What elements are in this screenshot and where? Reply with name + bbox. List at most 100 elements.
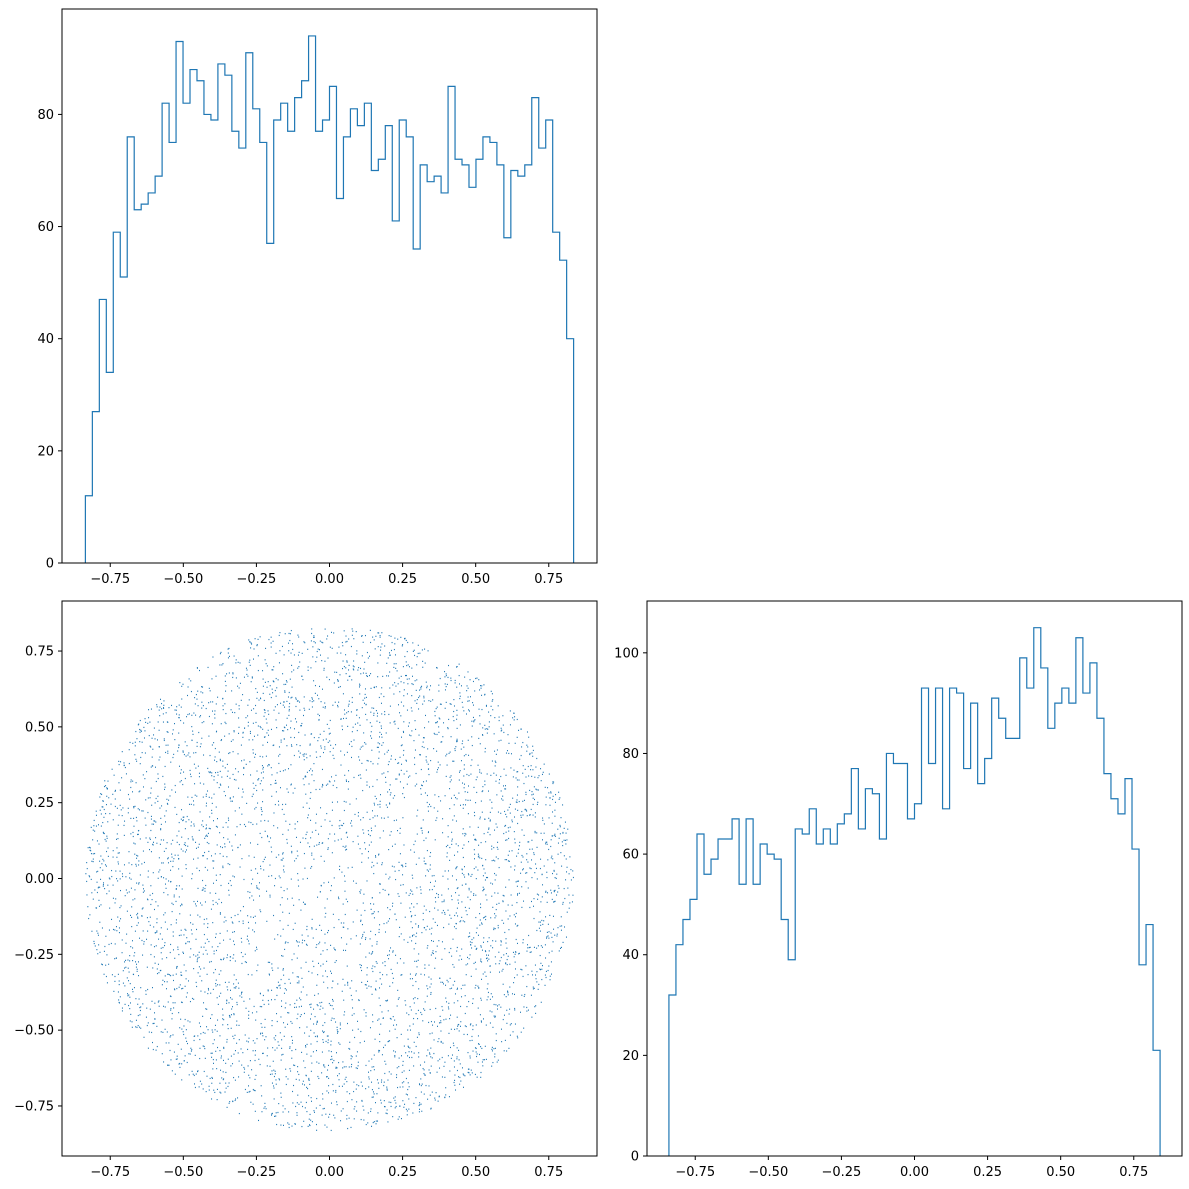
scatter-point bbox=[242, 922, 244, 925]
scatter-point bbox=[329, 740, 331, 742]
scatter-point bbox=[508, 806, 510, 808]
scatter-point bbox=[329, 751, 331, 753]
scatter-point bbox=[138, 864, 140, 866]
scatter-point bbox=[469, 932, 471, 934]
scatter-point bbox=[424, 648, 426, 650]
scatter-point bbox=[529, 951, 531, 954]
scatter-point bbox=[254, 950, 256, 952]
scatter-point bbox=[372, 912, 374, 915]
scatter-point bbox=[565, 858, 567, 860]
scatter-point bbox=[193, 800, 194, 802]
scatter-point bbox=[529, 752, 531, 755]
scatter-point bbox=[267, 835, 268, 837]
scatter-point bbox=[337, 680, 339, 682]
scatter-point bbox=[132, 791, 134, 793]
scatter-point bbox=[332, 704, 334, 706]
scatter-point bbox=[144, 778, 146, 780]
scatter-point bbox=[389, 834, 391, 836]
scatter-point bbox=[173, 753, 175, 755]
scatter-point bbox=[536, 832, 538, 834]
scatter-point bbox=[270, 642, 272, 644]
scatter-point bbox=[298, 899, 300, 901]
scatter-point bbox=[434, 1097, 436, 1099]
scatter-point bbox=[554, 934, 556, 936]
scatter-point bbox=[373, 802, 375, 804]
scatter-point bbox=[213, 953, 215, 955]
scatter-point bbox=[506, 1009, 508, 1011]
scatter-point bbox=[520, 872, 522, 874]
scatter-point bbox=[399, 691, 401, 693]
scatter-point bbox=[247, 704, 249, 706]
scatter-point bbox=[154, 820, 156, 822]
scatter-point bbox=[354, 1036, 356, 1039]
scatter-point bbox=[485, 705, 487, 707]
scatter-point bbox=[339, 819, 341, 822]
scatter-point bbox=[302, 778, 304, 780]
scatter-point bbox=[204, 991, 206, 993]
scatter-point bbox=[485, 957, 487, 960]
scatter-point bbox=[540, 945, 542, 947]
scatter-point bbox=[386, 806, 388, 808]
scatter-point bbox=[176, 966, 178, 968]
scatter-point bbox=[451, 840, 453, 842]
scatter-point bbox=[105, 935, 107, 937]
scatter-point bbox=[160, 828, 162, 830]
scatter-point bbox=[150, 792, 152, 794]
scatter-point bbox=[142, 930, 144, 932]
scatter-point bbox=[292, 648, 294, 651]
scatter-point bbox=[424, 967, 426, 969]
scatter-point bbox=[150, 787, 152, 789]
scatter-point bbox=[375, 798, 377, 800]
scatter-point bbox=[319, 733, 321, 735]
scatter-point bbox=[215, 731, 217, 733]
scatter-point bbox=[120, 809, 122, 811]
scatter-point bbox=[163, 877, 165, 879]
scatter-point bbox=[185, 996, 187, 998]
scatter-point bbox=[572, 894, 574, 896]
scatter-point bbox=[291, 852, 293, 854]
scatter-point bbox=[467, 1071, 469, 1074]
scatter-point bbox=[153, 926, 155, 928]
scatter-point bbox=[458, 792, 460, 794]
scatter-point bbox=[256, 887, 258, 889]
scatter-point bbox=[520, 754, 522, 757]
scatter-point bbox=[411, 667, 413, 669]
scatter-point bbox=[320, 884, 322, 887]
scatter-point bbox=[536, 929, 538, 932]
scatter-point bbox=[430, 1056, 432, 1058]
scatter-point bbox=[434, 907, 436, 909]
scatter-point bbox=[346, 848, 348, 850]
scatter-point bbox=[225, 1071, 227, 1074]
scatter-point bbox=[352, 668, 354, 670]
scatter-point bbox=[500, 812, 502, 814]
scatter-point bbox=[425, 929, 427, 931]
scatter-point bbox=[169, 1036, 171, 1038]
scatter-point bbox=[423, 839, 425, 842]
scatter-point bbox=[402, 730, 404, 733]
scatter-point bbox=[467, 1068, 469, 1070]
scatter-point bbox=[192, 1073, 194, 1075]
scatter-point bbox=[181, 1001, 183, 1004]
scatter-point bbox=[318, 698, 320, 700]
scatter-point bbox=[497, 1005, 499, 1007]
scatter-point bbox=[534, 812, 536, 814]
scatter-point bbox=[436, 667, 438, 669]
scatter-point bbox=[401, 974, 403, 976]
scatter-point bbox=[105, 785, 107, 787]
scatter-point bbox=[434, 710, 436, 713]
scatter-point bbox=[300, 909, 302, 911]
scatter-point bbox=[276, 704, 278, 706]
scatter-point bbox=[385, 873, 387, 875]
scatter-point bbox=[284, 988, 286, 990]
scatter-point bbox=[261, 810, 263, 813]
scatter-point bbox=[218, 786, 220, 789]
scatter-point bbox=[430, 1107, 432, 1109]
scatter-point bbox=[541, 919, 543, 922]
scatter-point bbox=[438, 717, 440, 719]
scatter-point bbox=[95, 825, 97, 827]
scatter-point bbox=[273, 825, 275, 827]
scatter-point bbox=[376, 746, 378, 748]
scatter-point bbox=[372, 1014, 374, 1016]
scatter-point bbox=[276, 1020, 278, 1023]
scatter-point bbox=[506, 750, 508, 752]
